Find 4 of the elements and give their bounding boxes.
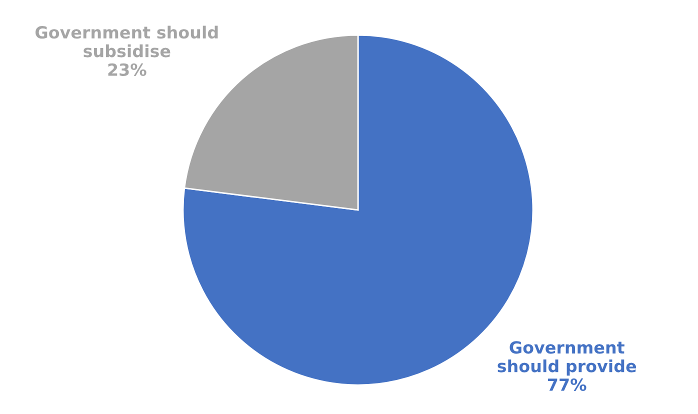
data-label: 23% [108,63,146,76]
data-label: 77% [548,378,586,392]
slice-label: Government should provide [498,341,636,376]
slice-label: Government should subsidise [36,26,218,58]
